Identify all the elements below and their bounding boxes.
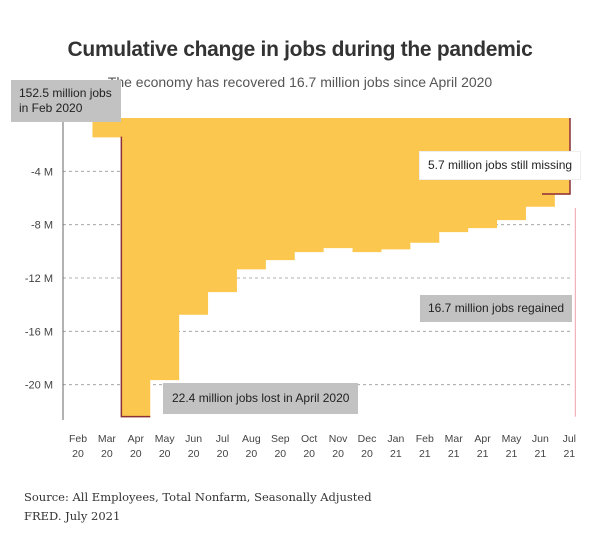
x-tick-month: Jul (216, 433, 229, 445)
x-tick-labels: Feb 20 Mar 20 Apr 20 May 20 Jun 20 Jul 20 Aug 20 Sep 20… (69, 433, 576, 460)
x-tick-month: Aug (242, 433, 261, 445)
y-tick-labels: -4 M -8 M -12 M -16 M -20 M (25, 166, 53, 391)
x-tick-year: 21 (419, 448, 431, 460)
x-tick-year: 20 (303, 448, 315, 460)
x-tick-year: 20 (101, 448, 113, 460)
x-tick-year: 20 (274, 448, 286, 460)
x-tick-month: Jun (532, 433, 549, 445)
y-tick-label: -16 M (25, 326, 53, 338)
x-tick-year: 21 (535, 448, 547, 460)
x-tick-year: 20 (361, 448, 373, 460)
x-tick-month: Jun (185, 433, 202, 445)
chart-plot: -4 M -8 M -12 M -16 M -20 M Feb 20 Mar 20 Apr 20 M… (25, 117, 576, 460)
x-tick-month: Mar (98, 433, 117, 445)
x-tick-month: Apr (474, 433, 491, 445)
x-tick-month: Jul (563, 433, 576, 445)
area-series (63, 117, 576, 418)
x-tick-year: 20 (246, 448, 258, 460)
annotation-jobs-regained: 16.7 million jobs regained (420, 295, 573, 322)
x-tick-year: 20 (159, 448, 171, 460)
chart-title: Cumulative change in jobs during the pan… (67, 38, 533, 61)
x-tick-month: May (502, 433, 523, 445)
y-tick-label: -12 M (25, 273, 53, 285)
april-2020-drop-outline (120, 136, 151, 418)
y-tick-label: -4 M (31, 166, 53, 178)
x-tick-month: Oct (301, 433, 317, 445)
annotation-start-jobs: 152.5 million jobs in Feb 2020 (11, 80, 121, 122)
x-tick-year: 20 (217, 448, 229, 460)
source-note: Source: All Employees, Total Nonfarm, Se… (24, 488, 372, 526)
x-tick-month: Dec (358, 433, 377, 445)
y-tick-label: -8 M (31, 220, 53, 232)
source-line-2: FRED. July 2021 (24, 509, 121, 523)
x-tick-month: Sep (271, 433, 290, 445)
x-tick-year: 21 (563, 448, 575, 460)
annotation-jobs-missing: 5.7 million jobs still missing (420, 152, 581, 179)
x-tick-month: Jan (387, 433, 404, 445)
x-tick-year: 21 (477, 448, 489, 460)
x-tick-month: Apr (128, 433, 145, 445)
july-2021-outline (542, 118, 571, 195)
area-fill (63, 118, 571, 417)
x-tick-year: 20 (130, 448, 142, 460)
x-tick-year: 21 (390, 448, 402, 460)
x-tick-month: Feb (416, 433, 434, 445)
x-tick-month: Feb (69, 433, 87, 445)
x-tick-year: 20 (188, 448, 200, 460)
x-tick-month: May (155, 433, 176, 445)
x-tick-month: Mar (445, 433, 464, 445)
y-tick-label: -20 M (25, 380, 53, 392)
x-tick-year: 20 (72, 448, 84, 460)
x-tick-month: Nov (329, 433, 348, 445)
source-line-1: Source: All Employees, Total Nonfarm, Se… (24, 490, 372, 504)
x-tick-year: 21 (448, 448, 460, 460)
chart-subtitle: The economy has recovered 16.7 million j… (107, 74, 493, 90)
x-tick-year: 21 (506, 448, 518, 460)
annotation-jobs-lost: 22.4 million jobs lost in April 2020 (163, 383, 359, 414)
x-tick-year: 20 (332, 448, 344, 460)
